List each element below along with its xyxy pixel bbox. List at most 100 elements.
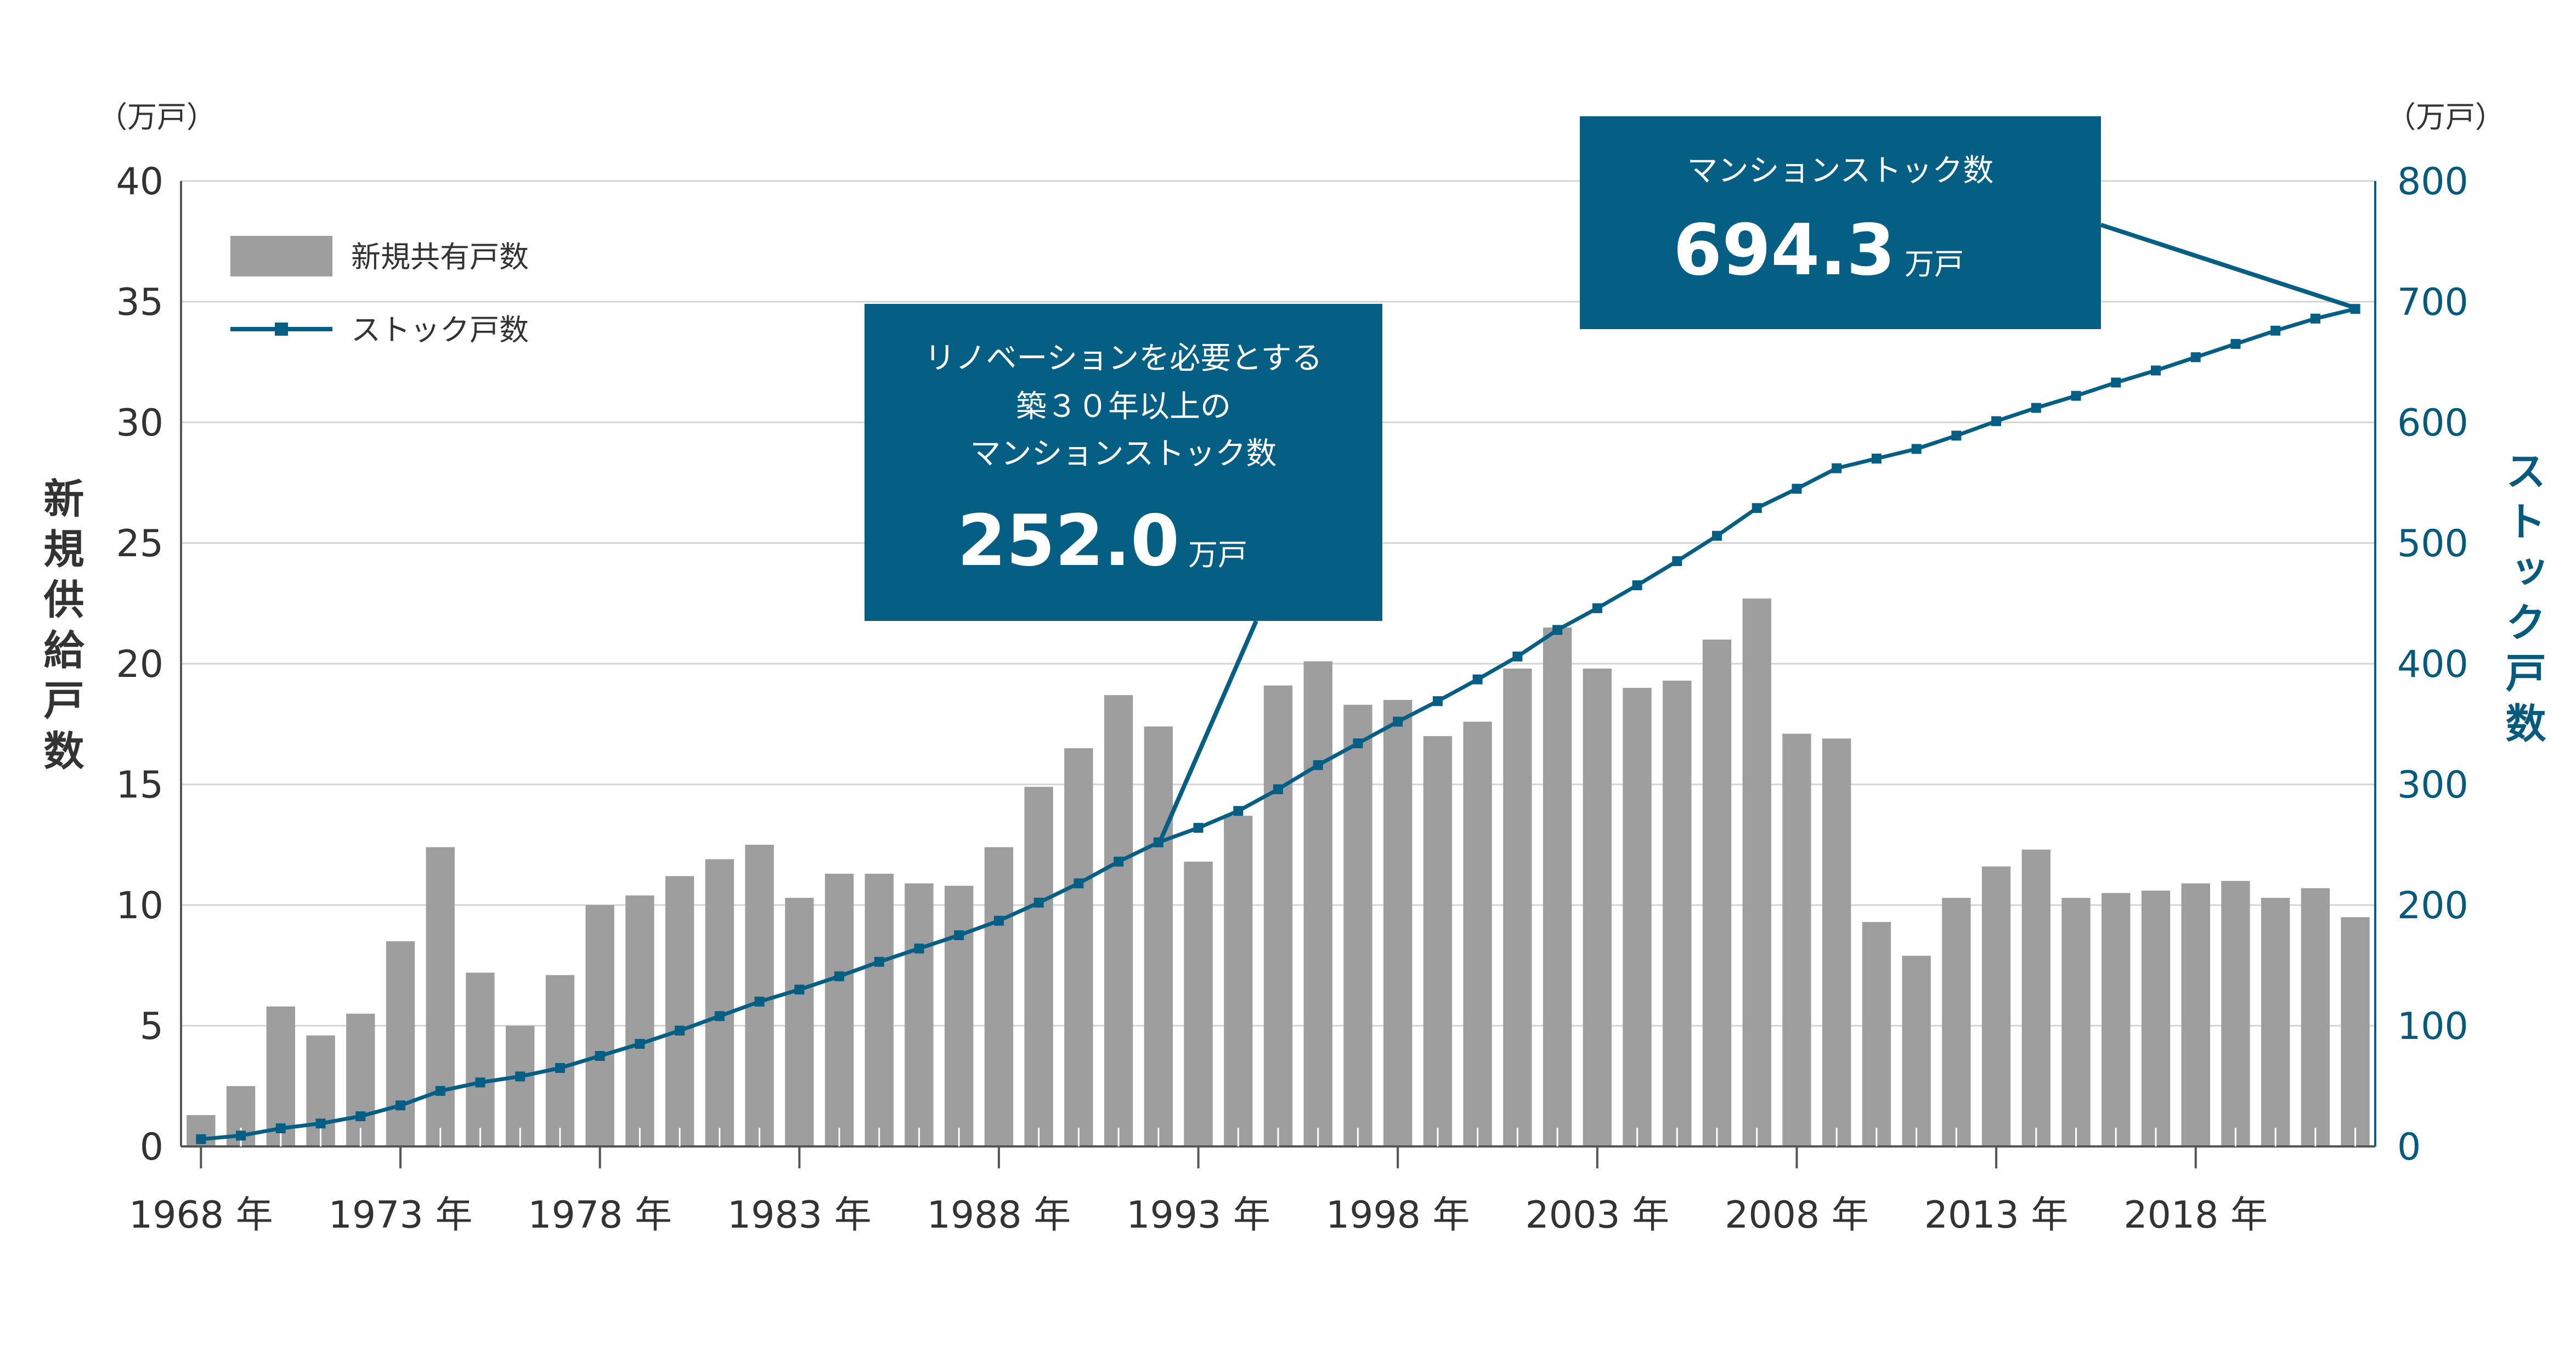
left-axis-unit: （万戸） <box>98 100 216 134</box>
x-tick-label: 1978 年 <box>528 1194 672 1237</box>
stock-point <box>1074 878 1084 889</box>
stock-point <box>635 1039 645 1049</box>
stock-point <box>1592 603 1602 613</box>
bar <box>1623 688 1652 1146</box>
stock-point <box>595 1051 605 1061</box>
bar <box>2301 888 2330 1146</box>
bar <box>386 941 415 1146</box>
right-tick-label: 100 <box>2397 1005 2468 1048</box>
stock-point <box>1273 784 1283 794</box>
bar <box>1383 700 1413 1146</box>
stock-point <box>1871 454 1882 464</box>
bar <box>266 1006 295 1146</box>
stock-point <box>714 1011 725 1021</box>
right-axis-unit: （万戸） <box>2386 100 2505 134</box>
bar <box>585 905 614 1146</box>
stock-point <box>2190 352 2201 363</box>
stock-point <box>555 1063 565 1073</box>
stock-point <box>2031 403 2041 413</box>
bar <box>2102 893 2131 1146</box>
left-tick-label: 0 <box>140 1126 163 1169</box>
bar <box>1543 628 1572 1146</box>
left-tick-label: 35 <box>116 281 163 324</box>
bar <box>2021 849 2050 1146</box>
stock-point <box>954 930 964 940</box>
right-tick-label: 700 <box>2397 281 2468 324</box>
bar <box>1104 695 1133 1146</box>
stock-point <box>1472 674 1483 685</box>
stock-point <box>2230 339 2241 349</box>
bar <box>2221 881 2250 1146</box>
bar <box>1583 668 1612 1146</box>
stock-point <box>1911 444 1922 454</box>
legend-line-marker <box>275 323 288 336</box>
right-tick-label: 800 <box>2397 160 2468 204</box>
bar <box>1184 861 1213 1146</box>
callout-renovation-unit: 万戸 <box>1188 538 1247 572</box>
left-tick-label: 5 <box>140 1005 163 1048</box>
bar <box>1303 661 1332 1146</box>
bar <box>1981 866 2011 1146</box>
bar <box>545 975 575 1146</box>
bar <box>905 883 934 1146</box>
legend-bar-label: 新規共有戸数 <box>351 240 529 274</box>
stock-point <box>1193 823 1204 833</box>
stock-point <box>754 997 765 1007</box>
bar <box>2181 883 2210 1146</box>
right-tick-label: 300 <box>2397 764 2468 807</box>
callout-renovation-line-1: リノベーションを必要とする <box>924 341 1322 376</box>
bar <box>346 1014 375 1146</box>
bar <box>785 897 814 1146</box>
stock-point <box>515 1071 526 1082</box>
x-tick-label: 1983 年 <box>727 1194 872 1237</box>
bar <box>945 885 974 1146</box>
stock-point <box>1672 556 1682 566</box>
bar <box>1024 787 1053 1146</box>
left-tick-label: 25 <box>116 522 163 566</box>
right-tick-label: 500 <box>2397 522 2468 566</box>
stock-point <box>1313 760 1323 770</box>
bar <box>1822 738 1851 1146</box>
left-axis-title: 新規供給戸数 <box>37 477 84 780</box>
bar <box>745 845 774 1146</box>
stock-point <box>1033 897 1044 908</box>
legend-bar-swatch <box>230 236 332 276</box>
right-tick-label: 600 <box>2397 402 2468 445</box>
left-tick-label: 30 <box>116 402 163 445</box>
stock-point <box>1832 463 1842 473</box>
bar <box>665 876 694 1146</box>
callout-total-stock-line-1: マンションストック数 <box>1687 153 1994 189</box>
bar <box>984 847 1014 1146</box>
axes: 0510152025303540010020030040050060070080… <box>116 160 2468 1237</box>
bar <box>1782 733 1811 1146</box>
x-tick-label: 1973 年 <box>329 1194 473 1237</box>
stock-point <box>315 1118 326 1129</box>
left-tick-label: 10 <box>116 884 163 928</box>
bar <box>1144 726 1173 1146</box>
stock-point <box>2071 391 2081 401</box>
right-tick-label: 0 <box>2397 1126 2421 1169</box>
stock-point <box>1632 580 1642 590</box>
stock-point <box>2151 365 2161 376</box>
stock-point <box>2310 313 2320 324</box>
bar <box>1263 685 1293 1146</box>
stock-point <box>1712 530 1722 541</box>
bar <box>824 873 854 1146</box>
x-tick-label: 1993 年 <box>1126 1194 1270 1237</box>
left-tick-label: 15 <box>116 764 163 807</box>
x-tick-label: 2018 年 <box>2123 1194 2268 1237</box>
right-axis-title: ストック戸数 <box>2499 450 2546 753</box>
bar <box>1503 668 1532 1146</box>
bar <box>466 973 495 1146</box>
x-tick-label: 1968 年 <box>129 1194 273 1237</box>
bar <box>2341 917 2370 1146</box>
x-tick-label: 2013 年 <box>1924 1194 2069 1237</box>
stock-point <box>834 971 844 981</box>
stock-point <box>355 1111 366 1121</box>
stock-point <box>1233 806 1244 816</box>
bar <box>865 873 894 1146</box>
stock-point <box>1512 651 1523 662</box>
callout-total-stock-pointer <box>2100 223 2354 309</box>
callout-renovation-line-3: マンションストック数 <box>970 436 1277 472</box>
legend-line-label: ストック戸数 <box>351 313 529 347</box>
